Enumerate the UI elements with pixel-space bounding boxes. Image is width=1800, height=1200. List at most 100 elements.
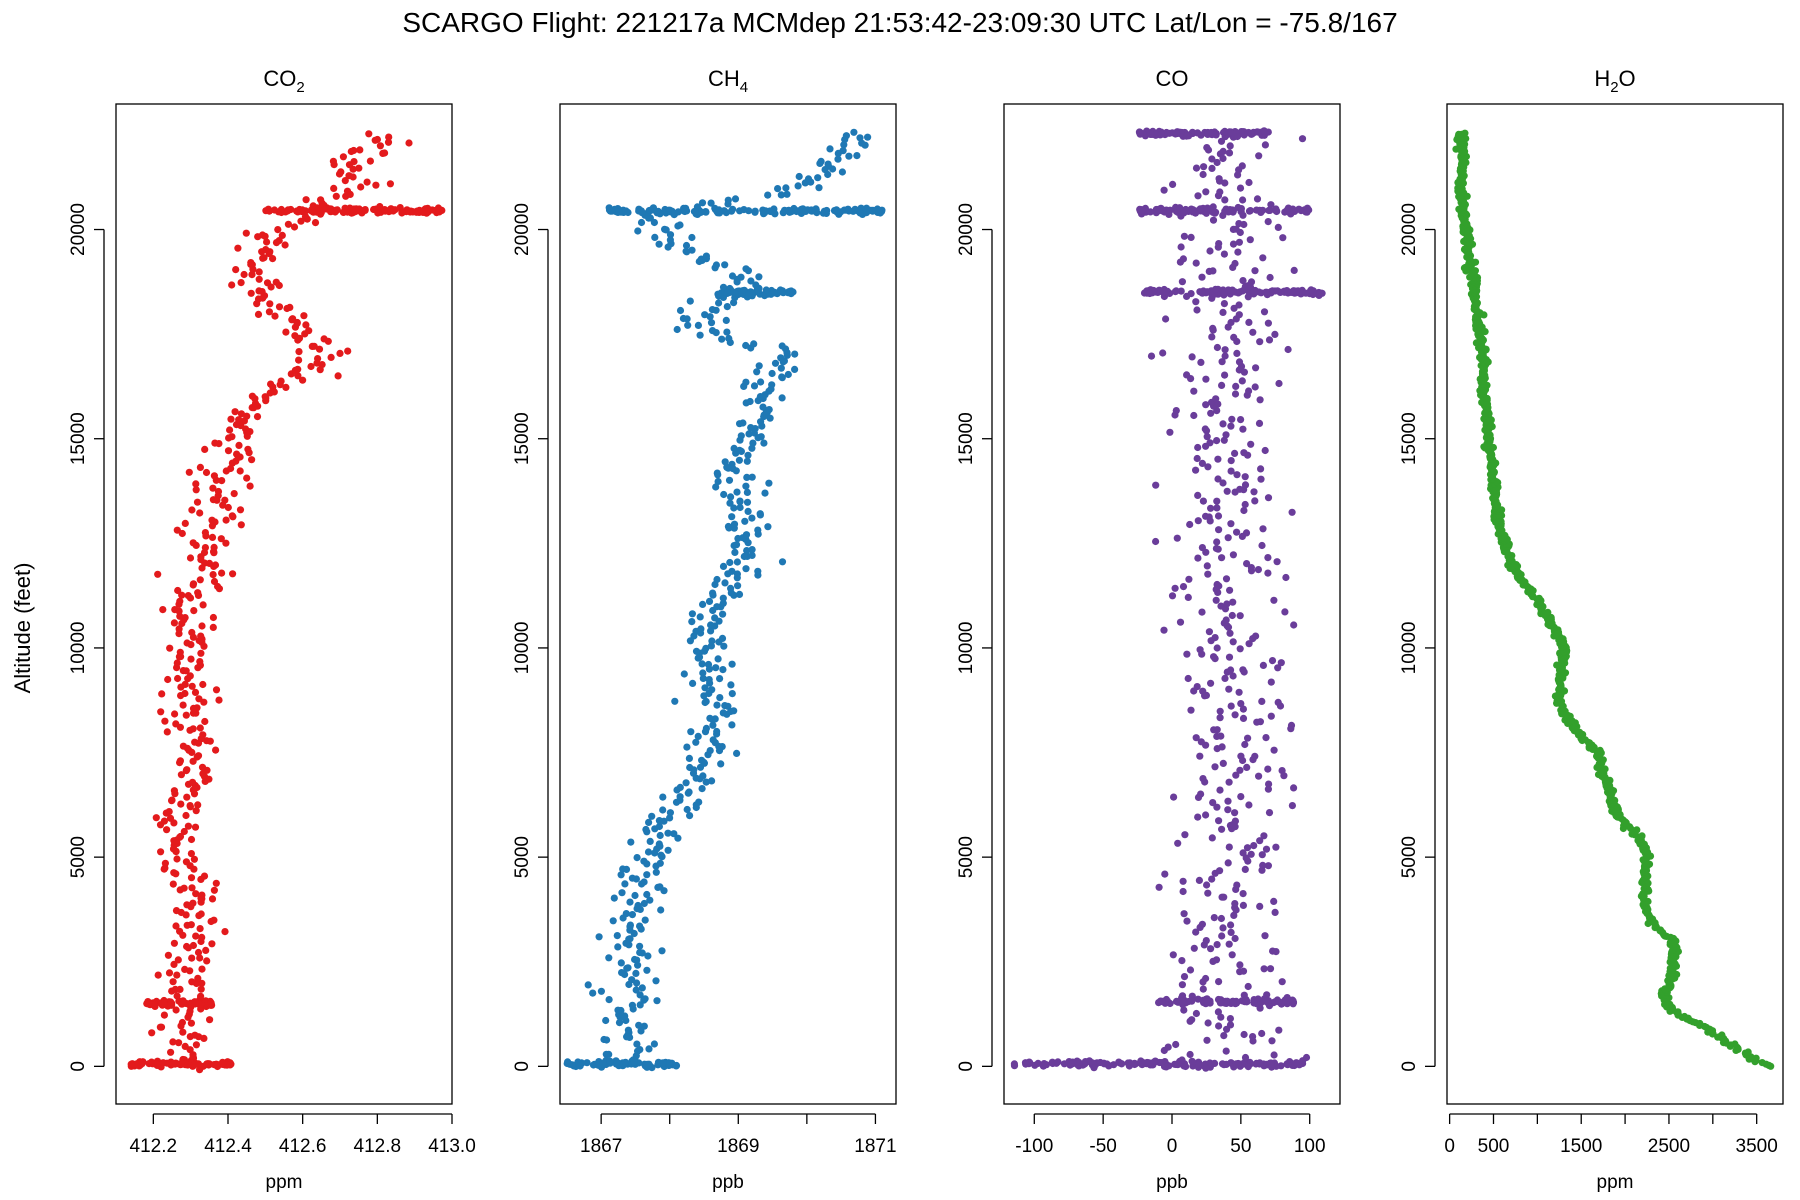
- data-point: [201, 445, 209, 453]
- panel-title: CO2: [263, 66, 304, 96]
- y-tick-label: 20000: [68, 203, 89, 256]
- data-point: [295, 356, 303, 364]
- data-point: [1237, 700, 1245, 708]
- data-point: [1231, 449, 1239, 457]
- data-point: [1262, 845, 1271, 853]
- data-point: [193, 498, 202, 506]
- data-point: [1214, 1008, 1222, 1016]
- data-point: [1225, 778, 1233, 786]
- data-point: [189, 539, 197, 547]
- data-point: [165, 808, 173, 816]
- data-point: [1202, 1064, 1210, 1072]
- data-point: [1182, 1062, 1190, 1071]
- data-point: [181, 689, 189, 698]
- data-point: [682, 247, 690, 255]
- data-point: [682, 241, 691, 250]
- data-point: [1275, 1026, 1283, 1034]
- x-tick-label: -50: [1089, 1136, 1116, 1157]
- data-point: [1262, 734, 1270, 742]
- data-point: [1192, 298, 1200, 306]
- data-point: [1198, 544, 1206, 552]
- data-point: [644, 952, 652, 960]
- data-point: [717, 760, 725, 768]
- data-point: [653, 997, 661, 1005]
- data-point: [1225, 940, 1233, 948]
- data-point: [742, 378, 750, 386]
- data-point: [1544, 608, 1552, 617]
- data-point: [1150, 1058, 1159, 1066]
- data-point: [785, 206, 793, 214]
- data-point: [181, 1042, 189, 1050]
- data-point: [755, 362, 763, 370]
- data-point: [1236, 645, 1244, 653]
- data-point: [648, 812, 656, 820]
- data-point: [1204, 1019, 1212, 1027]
- data-point: [1203, 433, 1211, 441]
- data-point: [1227, 928, 1235, 937]
- y-tick-label: 5000: [68, 836, 89, 878]
- data-point: [1290, 621, 1298, 629]
- data-point: [1180, 973, 1189, 981]
- data-point: [628, 874, 637, 882]
- plot-frame: [559, 103, 897, 1105]
- data-point: [1226, 586, 1234, 594]
- data-point: [680, 670, 688, 678]
- data-point: [742, 482, 750, 490]
- data-point: [1243, 560, 1251, 568]
- data-point: [278, 231, 286, 239]
- data-point: [722, 316, 730, 324]
- data-point: [242, 229, 250, 237]
- data-point: [1212, 395, 1220, 403]
- x-tick-label: 50: [1230, 1136, 1251, 1157]
- data-point: [1227, 457, 1235, 465]
- data-point: [1239, 901, 1247, 910]
- data-point: [671, 697, 679, 705]
- data-point: [625, 935, 633, 943]
- data-point: [224, 447, 233, 455]
- data-point: [609, 917, 617, 925]
- data-point: [189, 581, 197, 589]
- x-axis-label: ppb: [1156, 1172, 1188, 1193]
- data-point: [210, 1061, 218, 1069]
- data-point: [792, 207, 801, 216]
- data-point: [1239, 714, 1248, 723]
- data-point: [1188, 1057, 1196, 1065]
- data-point: [1218, 743, 1226, 751]
- data-point: [289, 315, 297, 323]
- data-point: [1172, 407, 1180, 415]
- data-point: [133, 1060, 141, 1069]
- data-point: [777, 364, 785, 372]
- data-point: [1261, 141, 1269, 149]
- data-point: [315, 345, 324, 353]
- panel-title-main: CO: [263, 66, 296, 91]
- data-point: [1231, 390, 1240, 398]
- data-point: [666, 236, 675, 244]
- data-point: [332, 192, 340, 200]
- data-point: [597, 987, 606, 995]
- data-point: [726, 499, 734, 507]
- data-point: [1299, 1057, 1307, 1065]
- data-point: [190, 1061, 198, 1070]
- data-point: [258, 231, 267, 239]
- data-point: [1227, 422, 1235, 430]
- data-point: [1172, 1040, 1180, 1049]
- data-point: [618, 889, 626, 897]
- data-point: [719, 594, 727, 602]
- data-point: [1239, 425, 1247, 433]
- data-point: [1039, 1062, 1047, 1070]
- data-point: [1193, 306, 1201, 314]
- data-point: [177, 800, 185, 808]
- data-point: [842, 132, 851, 140]
- data-point: [1231, 711, 1239, 719]
- data-point: [1238, 377, 1246, 385]
- data-point: [226, 1061, 234, 1069]
- data-point: [719, 610, 727, 618]
- data-point: [1233, 132, 1241, 141]
- data-point: [1209, 267, 1217, 275]
- data-point: [1146, 130, 1155, 138]
- data-point: [1226, 629, 1234, 637]
- data-point: [1198, 920, 1206, 928]
- data-point: [1259, 525, 1267, 533]
- data-point: [729, 205, 737, 213]
- data-point: [182, 858, 190, 866]
